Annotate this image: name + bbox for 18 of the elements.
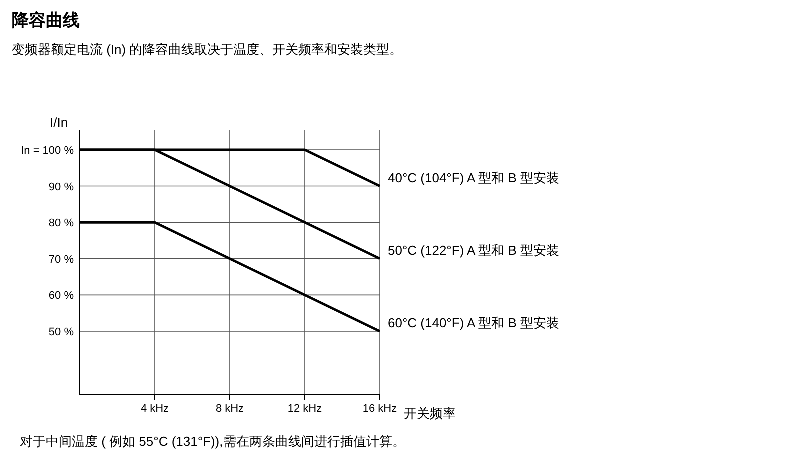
chart-title: 降容曲线: [12, 11, 80, 30]
x-tick-label: 8 kHz: [216, 403, 244, 415]
x-tick-label: 4 kHz: [140, 403, 170, 415]
x-axis-title: 开关频率: [404, 406, 456, 421]
series-label: 40°C (104°F) A 型和 B 型安装: [388, 170, 560, 186]
y-axis-title: I/In: [50, 115, 68, 130]
y-tick-label: 60 %: [48, 290, 74, 302]
y-tick-label: 80 %: [48, 218, 74, 230]
y-tick-label: 50 %: [48, 326, 74, 338]
series-label: 60°C (140°F) A 型和 B 型安装: [388, 315, 560, 330]
chart-subtitle: 变频器额定电流 (In) 的降容曲线取决于温度、开关频率和安装类型。: [12, 42, 403, 57]
x-tick-label: 16 kHz: [362, 403, 398, 415]
x-tick-label: 12 kHz: [288, 403, 322, 415]
series-label: 50°C (122°F) A 型和 B 型安装: [388, 242, 560, 258]
y-tick-label: 90 %: [48, 181, 74, 194]
y-tick-label: 70 %: [48, 254, 74, 266]
y-tick-label: In = 100 %: [21, 144, 74, 157]
text: 对于中间温度 ( 例如 55°C (131°F)),需在两条曲线间进行插值计算。: [20, 434, 406, 449]
